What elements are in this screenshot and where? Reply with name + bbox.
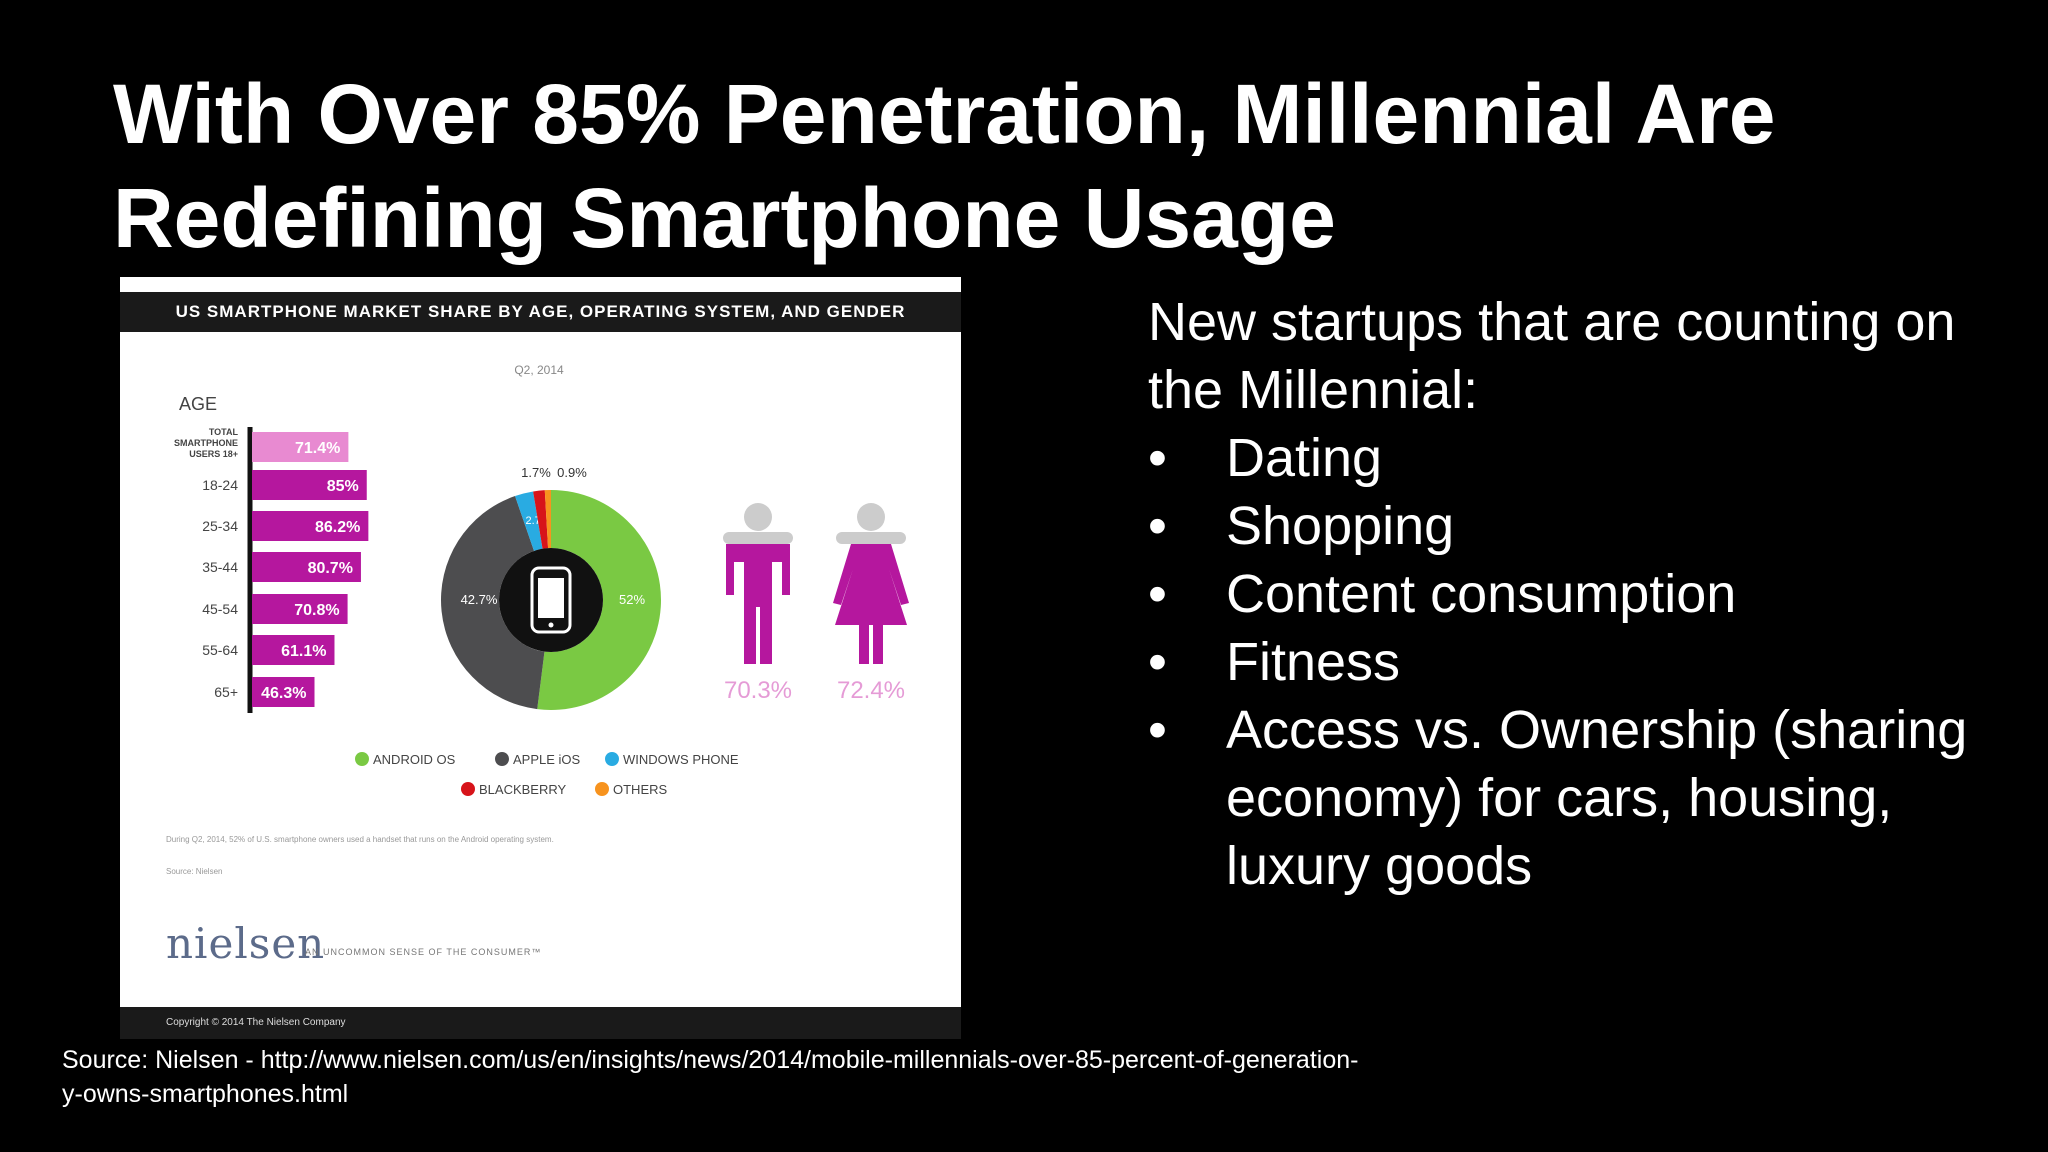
age-category-label: 18-24: [202, 477, 238, 493]
age-bar-value-label: 80.7%: [308, 560, 353, 577]
legend-swatch: [495, 752, 509, 766]
male-figure-icon: [726, 544, 790, 664]
infographic-source-note: Source: Nielsen: [166, 867, 223, 876]
donut-slice-label: 1.7%: [521, 465, 551, 480]
male-shoulders: [723, 532, 793, 544]
age-category-label: 55-64: [202, 642, 238, 658]
bullet-dot: •: [1148, 632, 1167, 692]
bullet-dot: •: [1148, 496, 1167, 556]
slide-title: With Over 85% Penetration, Millennial Ar…: [113, 62, 2013, 270]
donut-slice-label: 52%: [619, 592, 645, 607]
legend-label: APPLE iOS: [513, 752, 581, 767]
age-bar-value-label: 86.2%: [315, 519, 360, 536]
bullet-text: Access vs. Ownership (sharing economy) f…: [1226, 700, 1968, 896]
age-bar-value-label: 61.1%: [281, 643, 326, 660]
slide-title-line-1: With Over 85% Penetration, Millennial Ar…: [113, 67, 1776, 161]
donut-slice: [533, 490, 549, 549]
age-category-label: 45-54: [202, 601, 238, 617]
legend-swatch: [461, 782, 475, 796]
male-share-label: 70.3%: [724, 677, 792, 704]
smartphone-button: [548, 622, 554, 628]
age-category-label: 65+: [214, 684, 238, 700]
age-bar: [252, 594, 348, 624]
source-citation: Source: Nielsen - http://www.nielsen.com…: [62, 1046, 1359, 1108]
female-share-label: 72.4%: [837, 677, 905, 704]
donut-slice: [537, 490, 661, 710]
nielsen-tagline: AN UNCOMMON SENSE OF THE CONSUMER™: [305, 947, 542, 957]
age-bar-value-label: 85%: [327, 478, 359, 495]
female-head: [857, 503, 885, 531]
smartphone-screen: [538, 578, 564, 618]
age-bar: [252, 432, 349, 462]
bullet-item: • Content consumption: [1148, 560, 2028, 628]
chart-period: Q2, 2014: [514, 363, 564, 377]
bullet-dot: •: [1148, 428, 1167, 488]
age-bar-value-label: 71.4%: [295, 440, 340, 457]
bullet-item: • Shopping: [1148, 492, 2028, 560]
bullet-dot: •: [1148, 564, 1167, 624]
bullet-item: • Dating: [1148, 424, 2028, 492]
age-chart-title: AGE: [179, 394, 217, 414]
donut-slice: [441, 496, 545, 710]
age-category-label: 25-34: [202, 518, 238, 534]
bullet-item: • Fitness: [1148, 628, 2028, 696]
age-bar: [252, 470, 367, 500]
age-bar: [252, 511, 369, 541]
donut-slice: [544, 490, 551, 549]
bullet-text: Fitness: [1226, 632, 1401, 692]
slide-title-line-2: Redefining Smartphone Usage: [113, 171, 1336, 265]
age-bar: [252, 552, 361, 582]
age-bar: [252, 635, 335, 665]
smartphone-icon: [530, 566, 572, 634]
bullet-text: Shopping: [1226, 496, 1455, 556]
female-shoulders: [836, 532, 906, 544]
nielsen-infographic: US SMARTPHONE MARKET SHARE BY AGE, OPERA…: [120, 277, 961, 1039]
infographic-note: During Q2, 2014, 52% of U.S. smartphone …: [166, 835, 554, 844]
bullet-text: Dating: [1226, 428, 1383, 488]
infographic-copyright: Copyright © 2014 The Nielsen Company: [120, 1007, 961, 1039]
legend-label: BLACKBERRY: [479, 782, 567, 797]
legend-swatch: [355, 752, 369, 766]
legend-label: OTHERS: [613, 782, 668, 797]
legend-label: WINDOWS PHONE: [623, 752, 739, 767]
donut-slice-label: 0.9%: [557, 465, 587, 480]
age-bar-value-label: 46.3%: [261, 685, 306, 702]
legend-swatch: [605, 752, 619, 766]
age-category-label: TOTAL SMARTPHONE USERS 18+: [174, 427, 239, 459]
bullet-item: • Access vs. Ownership (sharing economy) …: [1148, 696, 2028, 900]
bullet-dot: •: [1148, 700, 1167, 760]
age-bar: [252, 677, 315, 707]
donut-slice-label: 42.7%: [461, 592, 498, 607]
age-bar-value-label: 70.8%: [294, 602, 339, 619]
bullet-text: Content consumption: [1226, 564, 1737, 624]
female-figure-icon: [833, 544, 909, 664]
legend-label: ANDROID OS: [373, 752, 456, 767]
nielsen-logo: nielsen: [166, 919, 326, 968]
startup-bullet-list: New startups that are counting on the Mi…: [1148, 288, 2028, 900]
infographic-charts: Q2, 2014 AGE 71.4% TOTAL SMARTPHONE USERS 18+…: [174, 363, 909, 797]
bullet-intro: New startups that are counting on the Mi…: [1148, 292, 1956, 420]
age-category-label: 35-44: [202, 559, 238, 575]
donut-slice: [515, 491, 543, 551]
male-head: [744, 503, 772, 531]
bullet-items: • Dating • Shopping • Content consumption • Fit…: [1148, 424, 2028, 900]
legend-swatch: [595, 782, 609, 796]
infographic-header: US SMARTPHONE MARKET SHARE BY AGE, OPERA…: [120, 292, 961, 332]
